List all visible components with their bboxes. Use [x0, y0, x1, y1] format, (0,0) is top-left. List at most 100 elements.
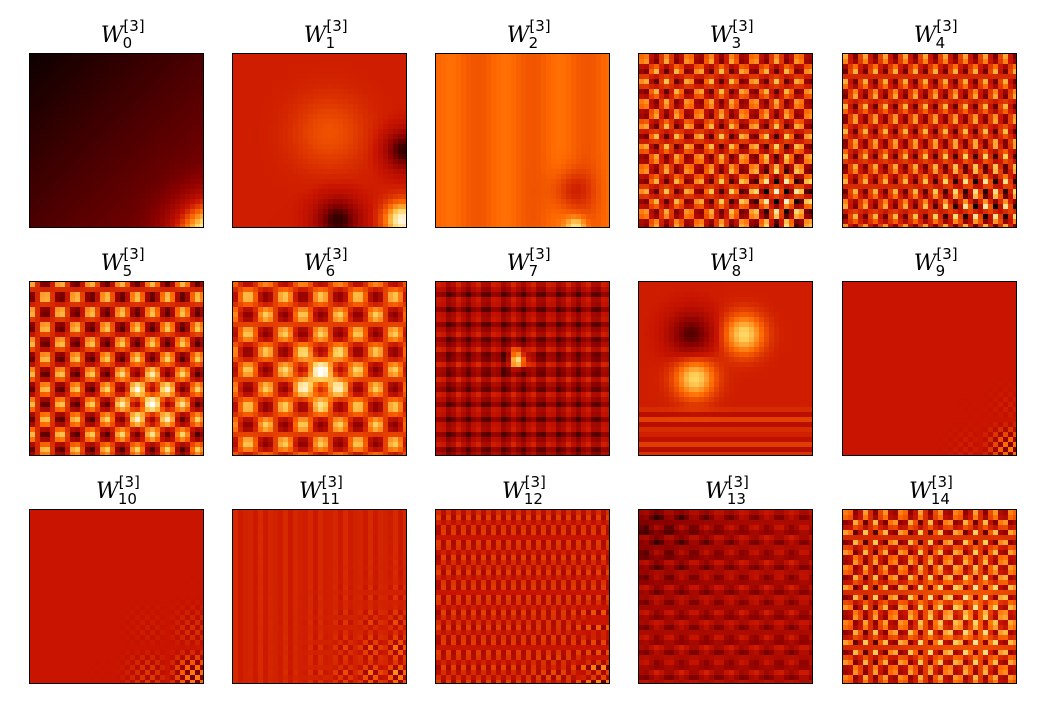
heatmap-cell	[35, 194, 41, 200]
heatmap-cell	[135, 129, 141, 135]
heatmap-cell	[45, 199, 51, 205]
heatmap-cell	[243, 174, 249, 180]
heatmap-cell	[180, 139, 186, 145]
heatmap-cell	[466, 99, 472, 105]
heatmap-cell	[80, 109, 86, 115]
heatmap-cell	[491, 69, 497, 75]
heatmap-cell	[1003, 54, 1009, 60]
heatmap-cell	[586, 154, 592, 160]
heatmap-cell	[368, 54, 374, 60]
heatmap-cell	[343, 219, 349, 225]
heatmap-cell	[566, 84, 572, 90]
heatmap-cell	[40, 179, 46, 185]
heatmap-cell	[308, 189, 314, 195]
heatmap-cell	[551, 94, 557, 100]
heatmap-cell	[125, 154, 131, 160]
heatmap-cell	[140, 129, 146, 135]
heatmap-cell	[709, 139, 715, 145]
heatmap-cell	[679, 204, 685, 210]
heatmap-cell	[388, 129, 394, 135]
heatmap-cell	[744, 104, 750, 110]
heatmap-cell	[125, 174, 131, 180]
heatmap-cell	[734, 164, 740, 170]
heatmap-cell	[566, 164, 572, 170]
heatmap-cell	[298, 204, 304, 210]
heatmap-cell	[536, 209, 542, 215]
heatmap-cell	[734, 74, 740, 80]
heatmap-cell	[358, 124, 364, 130]
heatmap-cell	[729, 119, 735, 125]
heatmap-cell	[536, 129, 542, 135]
heatmap-cell	[586, 109, 592, 115]
heatmap-cell	[318, 194, 324, 200]
heatmap-cell	[809, 154, 812, 160]
heatmap-cell	[739, 154, 745, 160]
heatmap-cell	[125, 139, 131, 145]
heatmap-cell	[501, 179, 507, 185]
heatmap-cell	[85, 139, 91, 145]
heatmap-cell	[248, 129, 254, 135]
heatmap-cell	[446, 189, 452, 195]
heatmap-cell	[50, 189, 56, 195]
heatmap-cell	[669, 64, 675, 70]
heatmap-cell	[769, 89, 775, 95]
heatmap-cell	[659, 109, 665, 115]
heatmap-cell	[694, 154, 700, 160]
heatmap-cell	[576, 94, 582, 100]
heatmap-cell	[436, 139, 442, 145]
heatmap-cell	[486, 109, 492, 115]
heatmap-cell	[105, 174, 111, 180]
heatmap-cell	[689, 199, 695, 205]
panel-title-superscript: [3]	[123, 17, 145, 35]
heatmap-cell	[496, 209, 502, 215]
heatmap-cell	[466, 144, 472, 150]
heatmap-cell	[596, 219, 602, 225]
heatmap-cell	[436, 109, 442, 115]
heatmap-cell	[764, 224, 770, 227]
heatmap-cell	[40, 204, 46, 210]
heatmap-cell	[521, 64, 527, 70]
heatmap-cell	[586, 149, 592, 155]
heatmap-cell	[436, 134, 442, 140]
heatmap-cell	[258, 124, 264, 130]
heatmap-cell	[784, 219, 790, 225]
heatmap-cell	[180, 214, 186, 220]
heatmap-cell	[714, 159, 720, 165]
heatmap-cell	[273, 149, 279, 155]
heatmap-cell	[809, 184, 812, 190]
heatmap-cell	[303, 114, 309, 120]
heatmap-cell	[268, 189, 274, 195]
heatmap-cell	[739, 99, 745, 105]
heatmap-cell	[323, 104, 329, 110]
heatmap-cell	[724, 199, 730, 205]
heatmap-cell	[536, 104, 542, 110]
heatmap-cell	[368, 139, 374, 145]
heatmap-cell	[298, 214, 304, 220]
heatmap-cell	[928, 54, 934, 60]
heatmap-cell	[175, 84, 181, 90]
heatmap-cell	[809, 199, 812, 205]
heatmap-cell	[576, 144, 582, 150]
heatmap-cell	[323, 114, 329, 120]
heatmap-cell	[576, 179, 582, 185]
heatmap-cell	[476, 124, 482, 130]
heatmap-cell	[333, 109, 339, 115]
heatmap-cell	[601, 119, 607, 125]
heatmap-cell	[80, 149, 86, 155]
heatmap-cell	[105, 194, 111, 200]
heatmap-cell	[160, 209, 166, 215]
heatmap-cell	[531, 124, 537, 130]
heatmap-cell	[100, 79, 106, 85]
heatmap-cell	[293, 139, 299, 145]
heatmap-cell	[699, 124, 705, 130]
heatmap-cell	[586, 204, 592, 210]
heatmap-cell	[541, 224, 547, 227]
heatmap-cell	[313, 74, 319, 80]
heatmap-cell	[654, 124, 660, 130]
heatmap-cell	[639, 79, 645, 85]
heatmap-cell	[150, 104, 156, 110]
heatmap-cell	[30, 109, 36, 115]
heatmap-cell	[784, 89, 790, 95]
heatmap-cell	[195, 139, 201, 145]
heatmap-cell	[95, 74, 101, 80]
